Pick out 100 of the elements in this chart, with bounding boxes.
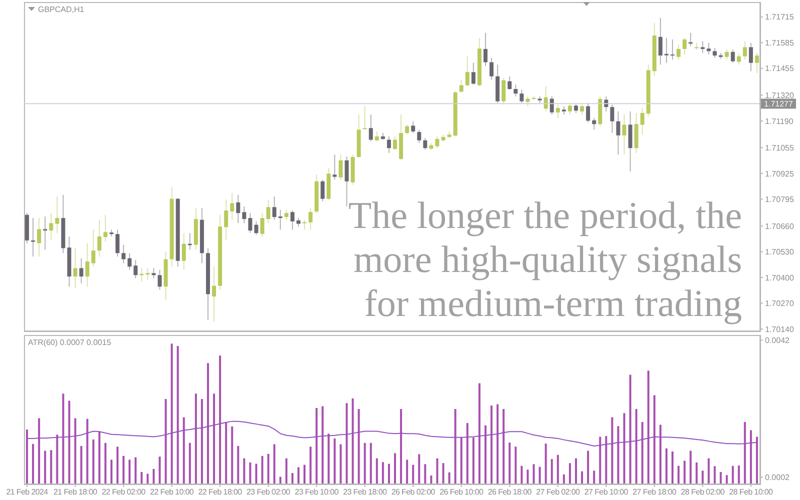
bar [219,356,222,484]
bar [605,436,608,484]
bar [346,403,348,484]
bar [140,472,143,484]
bar [74,418,76,484]
bar [213,394,216,484]
bar [678,466,680,484]
bar [424,464,426,484]
bar [448,472,450,484]
x-tick-label: 21 Feb 2024 [6,488,49,497]
bar [442,463,444,484]
bar [460,437,462,484]
ref-line-label: 1.71277 [764,100,794,109]
bar [267,454,270,484]
bar [581,471,584,484]
bar [696,462,698,484]
bar [708,458,710,484]
x-tick-label: 26 Feb 18:00 [488,488,532,497]
bar [50,450,52,484]
bar [249,462,252,484]
bar [200,399,203,484]
y-tick-label: 1.70140 [765,324,794,334]
bar [641,422,644,484]
bar [665,448,668,484]
y-tick-label: 1.70400 [765,273,794,282]
bar [672,451,674,484]
bar [352,398,354,484]
bar [122,456,125,484]
x-tick-label: 23 Feb 10:00 [294,488,340,497]
y-tick-label: 1.70660 [765,222,794,231]
bar [587,450,590,484]
bar [623,413,626,484]
bar [370,442,372,484]
bar [225,422,228,484]
bar [164,399,167,484]
bar [297,467,300,484]
bar [617,426,620,484]
bar [44,450,46,484]
bar [243,458,246,484]
bar [544,444,547,484]
bar [104,442,106,484]
annotation: The longer the period, the more high-quality signals for medium-term trading [348,195,742,325]
bar [532,464,535,484]
bar [454,408,456,484]
bar [629,374,632,484]
bar [690,450,692,484]
bar [394,453,396,484]
bar [562,474,565,484]
bar [86,418,88,484]
bar [291,473,294,484]
bar [526,470,529,484]
bar [556,454,559,484]
bar [182,417,185,484]
bar [418,454,420,484]
bar [514,446,517,484]
line-series [26,420,758,446]
bar [659,424,662,484]
bar [502,408,505,484]
bar [400,408,402,484]
bar [466,423,468,484]
bar [720,472,722,484]
bar [110,460,112,484]
bar [340,444,342,484]
y-tick-label: 1.70795 [765,195,794,204]
bar [574,458,577,484]
bar [176,346,179,484]
bar [520,466,523,484]
x-tick-label: 26 Feb 02:00 [391,488,436,497]
y-tick-label: 0.0002 [765,472,790,482]
bar [738,466,740,484]
bar [568,463,571,484]
bar [436,458,438,484]
x-tick-label: 23 Feb 18:00 [343,488,388,497]
bar [376,458,378,484]
bar [496,404,499,484]
bar [508,442,511,484]
x-tick-label: 27 Feb 18:00 [632,488,678,497]
bar [334,438,336,484]
bar [750,430,752,484]
y-tick-label: 1.71055 [765,144,794,153]
bar [170,344,173,484]
x-tick-label: 22 Feb 10:00 [150,488,194,497]
bar [134,457,137,484]
bar [194,394,197,484]
bar [38,418,40,484]
bar [92,439,94,484]
bar [732,466,734,484]
bar [56,434,58,484]
y-tick-label: 1.71190 [765,116,794,126]
bar [756,436,758,484]
bar [285,458,288,484]
bar [279,476,282,484]
bar [261,456,264,484]
bar [273,444,276,484]
bar [146,474,149,484]
x-tick-label: 23 Feb 02:00 [246,488,291,497]
bar [237,446,240,484]
bar [653,395,656,484]
bar [726,475,728,484]
bar [472,437,474,484]
